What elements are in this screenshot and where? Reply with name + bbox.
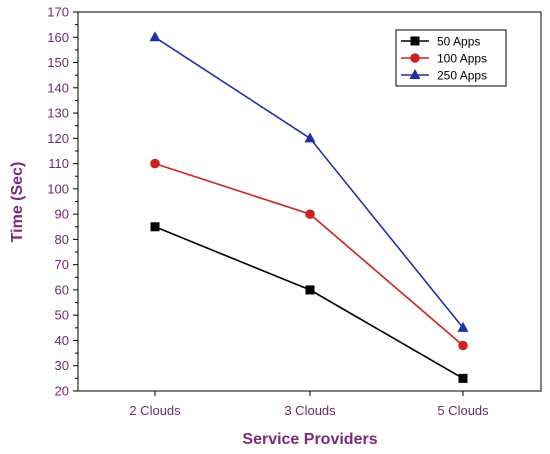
data-point (150, 222, 160, 232)
legend-marker (410, 53, 420, 63)
data-point (305, 209, 315, 219)
series-line (154, 226, 464, 380)
y-tick-label: 140 (47, 80, 69, 95)
data-point (305, 285, 315, 295)
data-point (304, 132, 316, 143)
series-50-apps (150, 222, 468, 383)
y-tick-label: 40 (55, 333, 69, 348)
data-point (458, 373, 468, 383)
x-axis: 2 Clouds 3 Clouds 5 Clouds (129, 391, 489, 418)
data-point (458, 340, 468, 351)
y-tick-label: 70 (55, 257, 69, 272)
data-point (149, 31, 161, 42)
x-tick-label: 3 Clouds (284, 403, 336, 418)
legend: 50 Apps 100 Apps 250 Apps (395, 29, 507, 87)
x-axis-title: Service Providers (242, 431, 377, 448)
data-point (457, 321, 469, 332)
y-axis: 20 30 40 50 60 70 80 90 100 110 120 130 140 150 160 170 (47, 5, 78, 399)
data-point (150, 158, 160, 169)
legend-marker (409, 69, 421, 79)
y-tick-label: 60 (55, 282, 69, 297)
y-tick-label: 130 (47, 106, 69, 121)
y-tick-label: 20 (55, 384, 69, 399)
series-layer (149, 31, 469, 383)
legend-marker (410, 36, 420, 46)
y-tick-label: 80 (55, 232, 69, 247)
legend-label: 250 Apps (437, 69, 487, 83)
series-250-apps (149, 31, 469, 332)
y-tick-label: 100 (47, 181, 69, 196)
x-tick-label: 2 Clouds (129, 403, 181, 418)
y-tick-label: 90 (55, 207, 69, 222)
series-100-apps (150, 158, 468, 351)
y-tick-label: 170 (47, 5, 69, 20)
legend-label: 100 Apps (437, 52, 487, 66)
legend-label: 50 Apps (437, 35, 480, 49)
x-tick-label: 5 Clouds (437, 403, 489, 418)
y-tick-label: 150 (47, 55, 69, 70)
y-tick-label: 120 (47, 131, 69, 146)
y-tick-label: 160 (47, 30, 69, 45)
y-tick-label: 110 (48, 156, 69, 171)
y-tick-label: 30 (55, 358, 69, 373)
y-axis-title: Time (Sec) (9, 162, 26, 243)
series-line (154, 162, 464, 347)
y-tick-label: 50 (55, 308, 69, 323)
